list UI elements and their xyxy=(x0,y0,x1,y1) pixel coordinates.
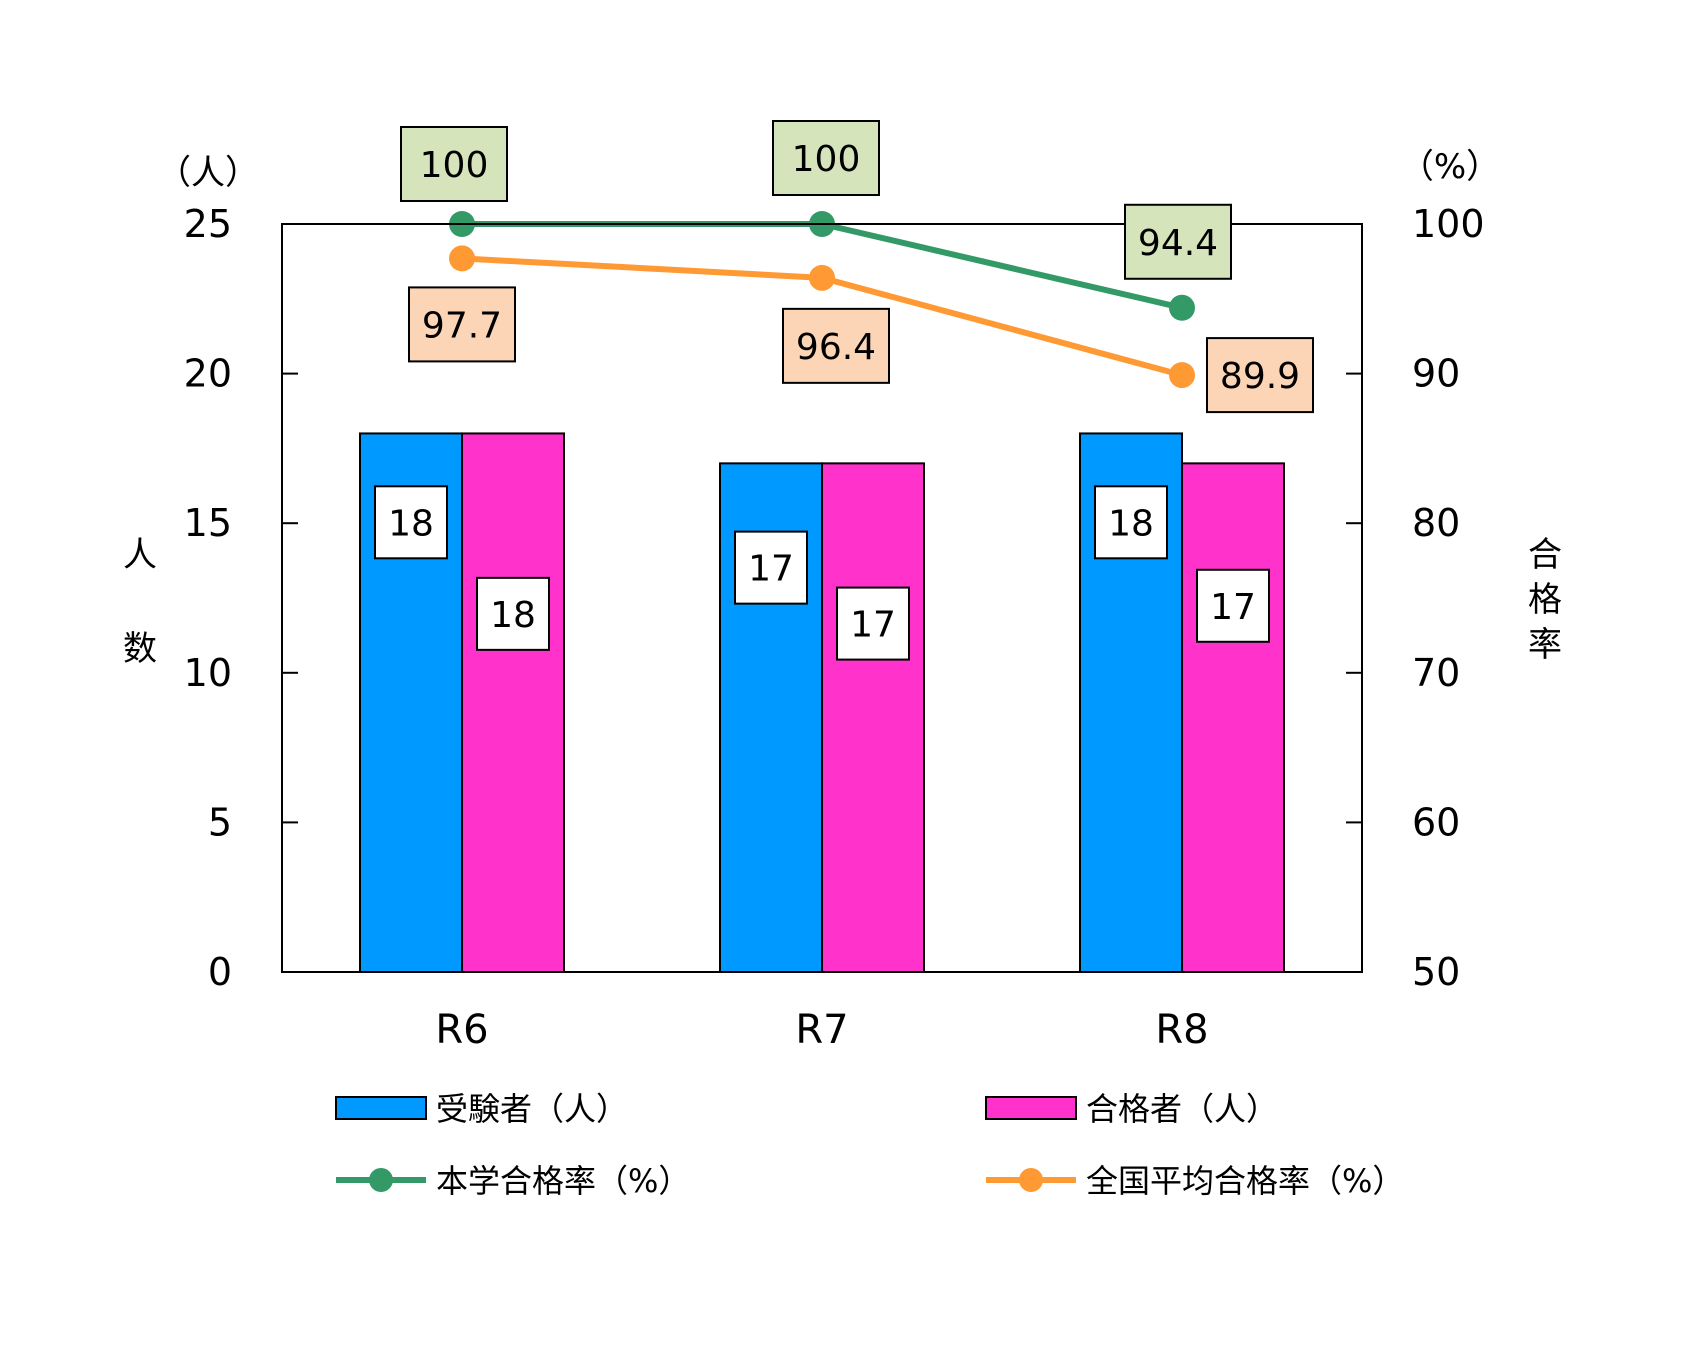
data-label-box xyxy=(1196,568,1270,643)
left-tick-label: 15 xyxy=(184,501,232,545)
category-label: R8 xyxy=(1155,1007,1208,1053)
legend-item: 受験者（人） xyxy=(335,1090,628,1128)
right-axis-title-char: 合 xyxy=(1528,535,1562,575)
left-axis-title-char: 数 xyxy=(123,629,157,669)
data-label-box xyxy=(476,576,550,651)
left-tick-label: 20 xyxy=(184,352,232,396)
plot-area xyxy=(281,223,1363,973)
legend-swatch xyxy=(335,1096,427,1120)
data-label-text: 17 xyxy=(1210,587,1256,628)
bar xyxy=(821,462,925,973)
data-label: 17 xyxy=(734,530,808,605)
left-tick-label: 5 xyxy=(208,800,232,844)
legend-swatch-point xyxy=(369,1168,393,1192)
left-tick-label: 10 xyxy=(184,651,232,695)
series-point xyxy=(1169,294,1195,321)
data-label-text: 89.9 xyxy=(1220,356,1300,397)
data-label-text: 97.7 xyxy=(422,305,502,346)
data-label-text: 18 xyxy=(388,503,434,544)
data-label-box xyxy=(772,120,880,196)
right-axis-title: 合格率 xyxy=(1528,535,1562,665)
left-tick-label: 25 xyxy=(184,202,232,246)
data-label-box xyxy=(374,485,448,560)
left-axis-unit: （人） xyxy=(157,153,259,193)
left-tick-label: 0 xyxy=(208,950,232,994)
legend-item: 全国平均合格率（%） xyxy=(986,1162,1404,1200)
right-axis-title-char: 格 xyxy=(1528,580,1562,620)
data-label-text: 100 xyxy=(420,145,489,186)
right-tick-label: 100 xyxy=(1412,202,1485,246)
legend-item: 本学合格率（%） xyxy=(336,1162,690,1200)
series-point xyxy=(449,245,475,272)
data-label: 17 xyxy=(836,586,910,661)
legend-label: 全国平均合格率（%） xyxy=(1086,1162,1404,1200)
data-label-text: 96.4 xyxy=(796,327,876,368)
data-label-text: 17 xyxy=(850,605,896,646)
right-axis-title-char: 率 xyxy=(1528,625,1562,665)
right-axis-unit: （%） xyxy=(1400,147,1500,187)
bar xyxy=(461,432,565,973)
data-label: 94.4 xyxy=(1124,203,1232,280)
right-tick-label: 90 xyxy=(1412,352,1460,396)
data-label-box xyxy=(408,286,516,363)
right-tick-label: 60 xyxy=(1412,800,1460,844)
data-label: 18 xyxy=(476,576,550,651)
series-point xyxy=(809,264,835,291)
category-label: R6 xyxy=(435,1007,488,1053)
data-label-text: 94.4 xyxy=(1138,223,1218,264)
left-axis-title-char: 人 xyxy=(123,535,157,575)
right-tick-label: 70 xyxy=(1412,651,1460,695)
data-label-box xyxy=(1124,203,1232,280)
data-label: 97.7 xyxy=(408,286,516,363)
data-label-box xyxy=(1206,337,1314,414)
legend: 受験者（人） 合格者（人） 本学合格率（%） 全国平均合格率（%） xyxy=(335,1090,1404,1200)
data-label-box xyxy=(734,530,808,605)
legend-swatch xyxy=(985,1096,1077,1120)
legend-label: 本学合格率（%） xyxy=(436,1162,690,1200)
data-label-box xyxy=(1094,485,1168,560)
legend-label: 受験者（人） xyxy=(436,1090,628,1128)
data-label-text: 17 xyxy=(748,549,794,590)
right-tick-label: 80 xyxy=(1412,501,1460,545)
legend-swatch-point xyxy=(1019,1168,1043,1192)
data-label-box xyxy=(836,586,910,661)
data-label-box xyxy=(400,126,508,202)
bar xyxy=(1181,462,1285,973)
data-label-text: 18 xyxy=(1108,503,1154,544)
left-axis-title: 人数 xyxy=(123,535,157,669)
category-label: R7 xyxy=(795,1007,848,1053)
legend-label: 合格者（人） xyxy=(1086,1090,1278,1128)
data-label: 17 xyxy=(1196,568,1270,643)
legend-item: 合格者（人） xyxy=(985,1090,1278,1128)
data-label-text: 100 xyxy=(792,139,861,180)
data-label: 89.9 xyxy=(1206,337,1314,414)
data-label: 100 xyxy=(772,120,880,196)
data-labels-layer: 18 17 18 18 17 17 100 100 94.4 97.7 96.4 89.9 xyxy=(374,120,1314,661)
data-label: 100 xyxy=(400,126,508,202)
data-label: 96.4 xyxy=(782,307,890,384)
bars-layer xyxy=(359,432,1285,973)
data-label: 18 xyxy=(1094,485,1168,560)
data-label-text: 18 xyxy=(490,595,536,636)
series-point xyxy=(1169,362,1195,389)
data-label-box xyxy=(782,307,890,384)
right-tick-label: 50 xyxy=(1412,950,1460,994)
data-label: 18 xyxy=(374,485,448,560)
